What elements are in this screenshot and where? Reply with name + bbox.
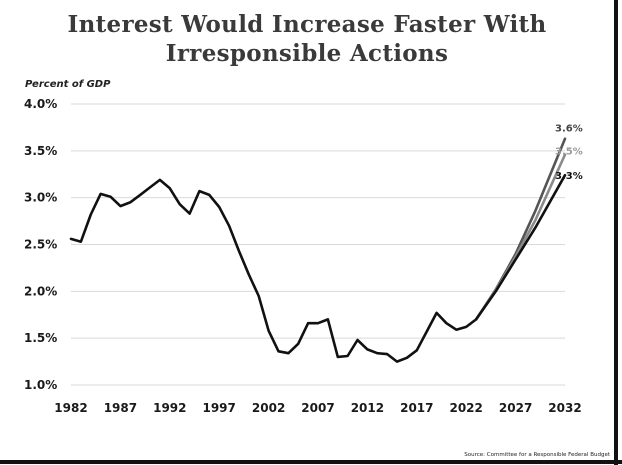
y-tick-label: 2.5% [24,238,57,252]
chart-title: Interest Would Increase Faster With Irre… [0,10,614,68]
end-value-label: 3.6% [555,124,583,135]
projection-series-line-1 [474,137,567,321]
x-tick-label: 2032 [548,401,581,415]
x-tick-label: 1992 [153,401,186,415]
series-lines [69,137,567,363]
line-chart: 1.0% 1.5% 2.0% 2.5% 3.0% 3.5% 4.0% 1982 1987 199… [24,97,583,415]
y-tick-label: 2.0% [24,284,57,298]
x-tick-label: 2012 [351,401,384,415]
x-tick-label: 1982 [54,401,87,415]
projection-series-line-2 [474,153,567,321]
y-tick-label: 4.0% [24,97,57,111]
grid-lines [71,103,565,386]
x-tick-label: 2027 [499,401,532,415]
end-value-label: 3.3% [555,171,583,182]
y-tick-label: 3.0% [24,191,57,205]
x-tick-labels: 1982 1987 1992 1997 2002 2007 2012 2017 2022 2027… [54,401,581,415]
historical-series-line [69,178,478,363]
x-tick-label: 1987 [104,401,137,415]
chart-title-line-1: Interest Would Increase Faster With [67,11,547,38]
end-value-label: 3.5% [555,147,583,158]
y-tick-labels: 1.0% 1.5% 2.0% 2.5% 3.0% 3.5% 4.0% [24,97,57,392]
y-tick-label: 3.5% [24,144,57,158]
projection-series-line-3 [474,173,567,321]
x-tick-label: 2002 [252,401,285,415]
x-tick-label: 2007 [301,401,334,415]
end-value-labels: 3.6% 3.5% 3.3% [555,124,583,183]
frame-border-bottom [0,460,622,464]
x-tick-label: 2022 [449,401,482,415]
y-axis-label: Percent of GDP [25,79,111,90]
frame-border-right [614,0,618,465]
x-tick-label: 1997 [202,401,235,415]
y-tick-label: 1.5% [24,331,57,345]
source-note: Source: Committee for a Responsible Fede… [464,452,610,458]
chart-title-line-2: Irresponsible Actions [165,40,449,67]
y-tick-label: 1.0% [24,378,57,392]
x-tick-label: 2017 [400,401,433,415]
